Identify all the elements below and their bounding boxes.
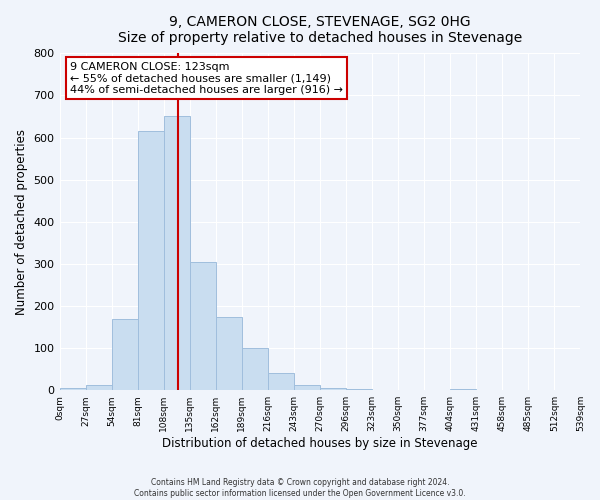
Bar <box>320 388 346 390</box>
Title: 9, CAMERON CLOSE, STEVENAGE, SG2 0HG
Size of property relative to detached house: 9, CAMERON CLOSE, STEVENAGE, SG2 0HG Siz… <box>118 15 522 45</box>
Text: 9 CAMERON CLOSE: 123sqm
← 55% of detached houses are smaller (1,149)
44% of semi: 9 CAMERON CLOSE: 123sqm ← 55% of detache… <box>70 62 343 95</box>
Bar <box>137 131 164 390</box>
Bar <box>242 348 268 390</box>
Bar <box>164 116 190 390</box>
Y-axis label: Number of detached properties: Number of detached properties <box>15 129 28 315</box>
Bar <box>268 374 294 390</box>
Bar <box>86 385 112 390</box>
Bar <box>190 262 216 390</box>
Bar <box>112 318 137 390</box>
Bar <box>216 316 242 390</box>
X-axis label: Distribution of detached houses by size in Stevenage: Distribution of detached houses by size … <box>162 437 478 450</box>
Bar <box>59 388 86 390</box>
Text: Contains HM Land Registry data © Crown copyright and database right 2024.
Contai: Contains HM Land Registry data © Crown c… <box>134 478 466 498</box>
Bar <box>294 385 320 390</box>
